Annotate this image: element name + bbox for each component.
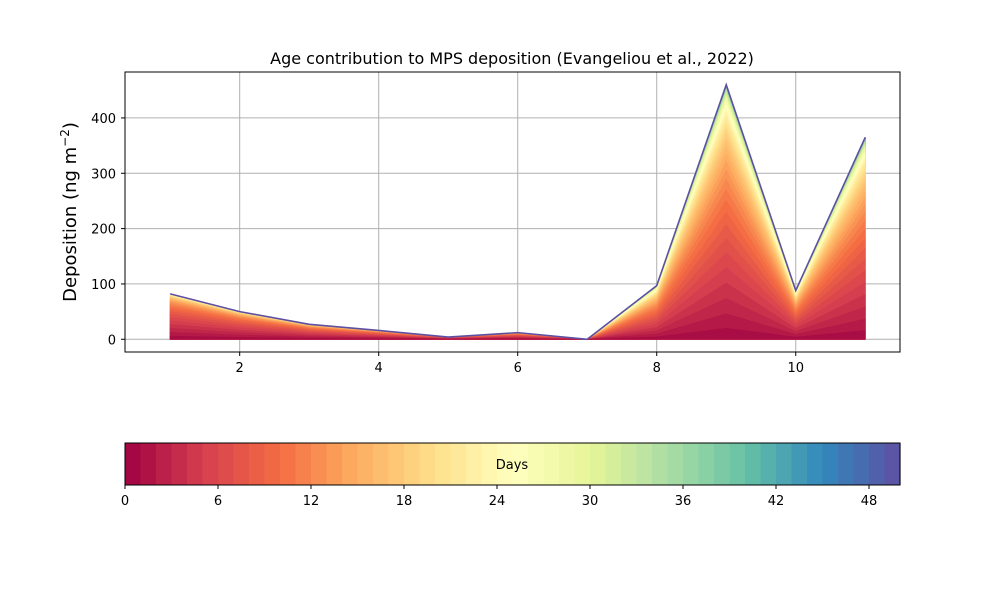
colorbar-segment	[435, 443, 452, 485]
colorbar-segment	[760, 443, 777, 485]
age-band-area	[169, 327, 866, 340]
colorbar-segment	[249, 443, 266, 485]
colorbar-segment	[326, 443, 343, 485]
colorbar-segment	[295, 443, 312, 485]
colorbar-segment	[357, 443, 374, 485]
y-axis-label-close: )	[60, 122, 81, 129]
colorbar-segment	[853, 443, 870, 485]
y-tick-label: 100	[91, 278, 116, 293]
colorbar-frame	[124, 442, 901, 486]
colorbar-segment	[218, 443, 235, 485]
colorbar-segment	[822, 443, 839, 485]
colorbar-segment	[404, 443, 421, 485]
y-tick-label: 300	[91, 167, 116, 182]
colorbar-segment	[202, 443, 219, 485]
colorbar-segment	[714, 443, 731, 485]
y-tick-label: 400	[91, 112, 116, 127]
colorbar-segment	[171, 443, 188, 485]
colorbar-segment	[667, 443, 684, 485]
x-tick-label: 4	[375, 361, 383, 376]
colorbar-segment	[605, 443, 622, 485]
colorbar-tick-label: 30	[582, 494, 599, 509]
colorbar-tick-label: 12	[303, 494, 320, 509]
colorbar-segment	[342, 443, 359, 485]
colorbar-tick-label: 6	[214, 494, 222, 509]
colorbar-segment	[388, 443, 405, 485]
colorbar-label: Days	[496, 458, 529, 473]
colorbar-segment	[140, 443, 157, 485]
colorbar-segment	[125, 443, 142, 485]
stacked-areas	[169, 82, 866, 341]
plot-frame	[124, 71, 901, 353]
colorbar-segment	[574, 443, 591, 485]
x-tick-label: 2	[236, 361, 244, 376]
colorbar-segment	[512, 443, 529, 485]
colorbar-segment	[791, 443, 808, 485]
y-axis-label-exponent: −2	[58, 129, 72, 147]
colorbar-segment	[729, 443, 746, 485]
colorbar-segment	[869, 443, 886, 485]
colorbar-tick-label: 18	[396, 494, 413, 509]
colorbar-tick-label: 42	[768, 494, 785, 509]
y-tick-label: 0	[108, 333, 116, 348]
colorbar-segment	[481, 443, 498, 485]
colorbar-segment	[559, 443, 576, 485]
colorbar-segment	[156, 443, 173, 485]
colorbar-segment	[497, 443, 514, 485]
colorbar-segment	[528, 443, 545, 485]
y-axis-label-main: Deposition (ng m	[60, 147, 81, 302]
colorbar-segment	[264, 443, 281, 485]
colorbar-tick-label: 48	[861, 494, 878, 509]
colorbar-segment	[838, 443, 855, 485]
colorbar-segment	[745, 443, 762, 485]
chart-title: Age contribution to MPS deposition (Evan…	[270, 49, 754, 68]
y-tick-label: 200	[91, 223, 116, 238]
colorbar-segment	[636, 443, 653, 485]
x-tick-label: 10	[787, 361, 804, 376]
x-tick-label: 8	[653, 361, 661, 376]
colorbar-segment	[884, 443, 901, 485]
colorbar-segment	[621, 443, 638, 485]
colorbar-segment	[233, 443, 250, 485]
colorbar-segment	[466, 443, 483, 485]
x-tick-label: 6	[514, 361, 522, 376]
colorbar-tick-label: 0	[121, 494, 129, 509]
colorbar-segment	[311, 443, 328, 485]
colorbar-segment	[683, 443, 700, 485]
colorbar-segment	[807, 443, 824, 485]
colorbar-segment	[280, 443, 297, 485]
colorbar-segment	[450, 443, 467, 485]
colorbar-segment	[543, 443, 560, 485]
colorbar-segment	[776, 443, 793, 485]
colorbar-tick-label: 24	[489, 494, 506, 509]
colorbar-segment	[373, 443, 390, 485]
colorbar-segment	[652, 443, 669, 485]
colorbar: 0 6 12 18 24 30 36 42 48	[121, 442, 901, 509]
colorbar-segment	[187, 443, 204, 485]
colorbar-tick-label: 36	[675, 494, 692, 509]
y-axis-label: Deposition (ng m−2)	[58, 122, 81, 302]
colorbar-segment	[698, 443, 715, 485]
total-outline	[169, 82, 866, 341]
colorbar-segment	[590, 443, 607, 485]
colorbar-segment	[419, 443, 436, 485]
